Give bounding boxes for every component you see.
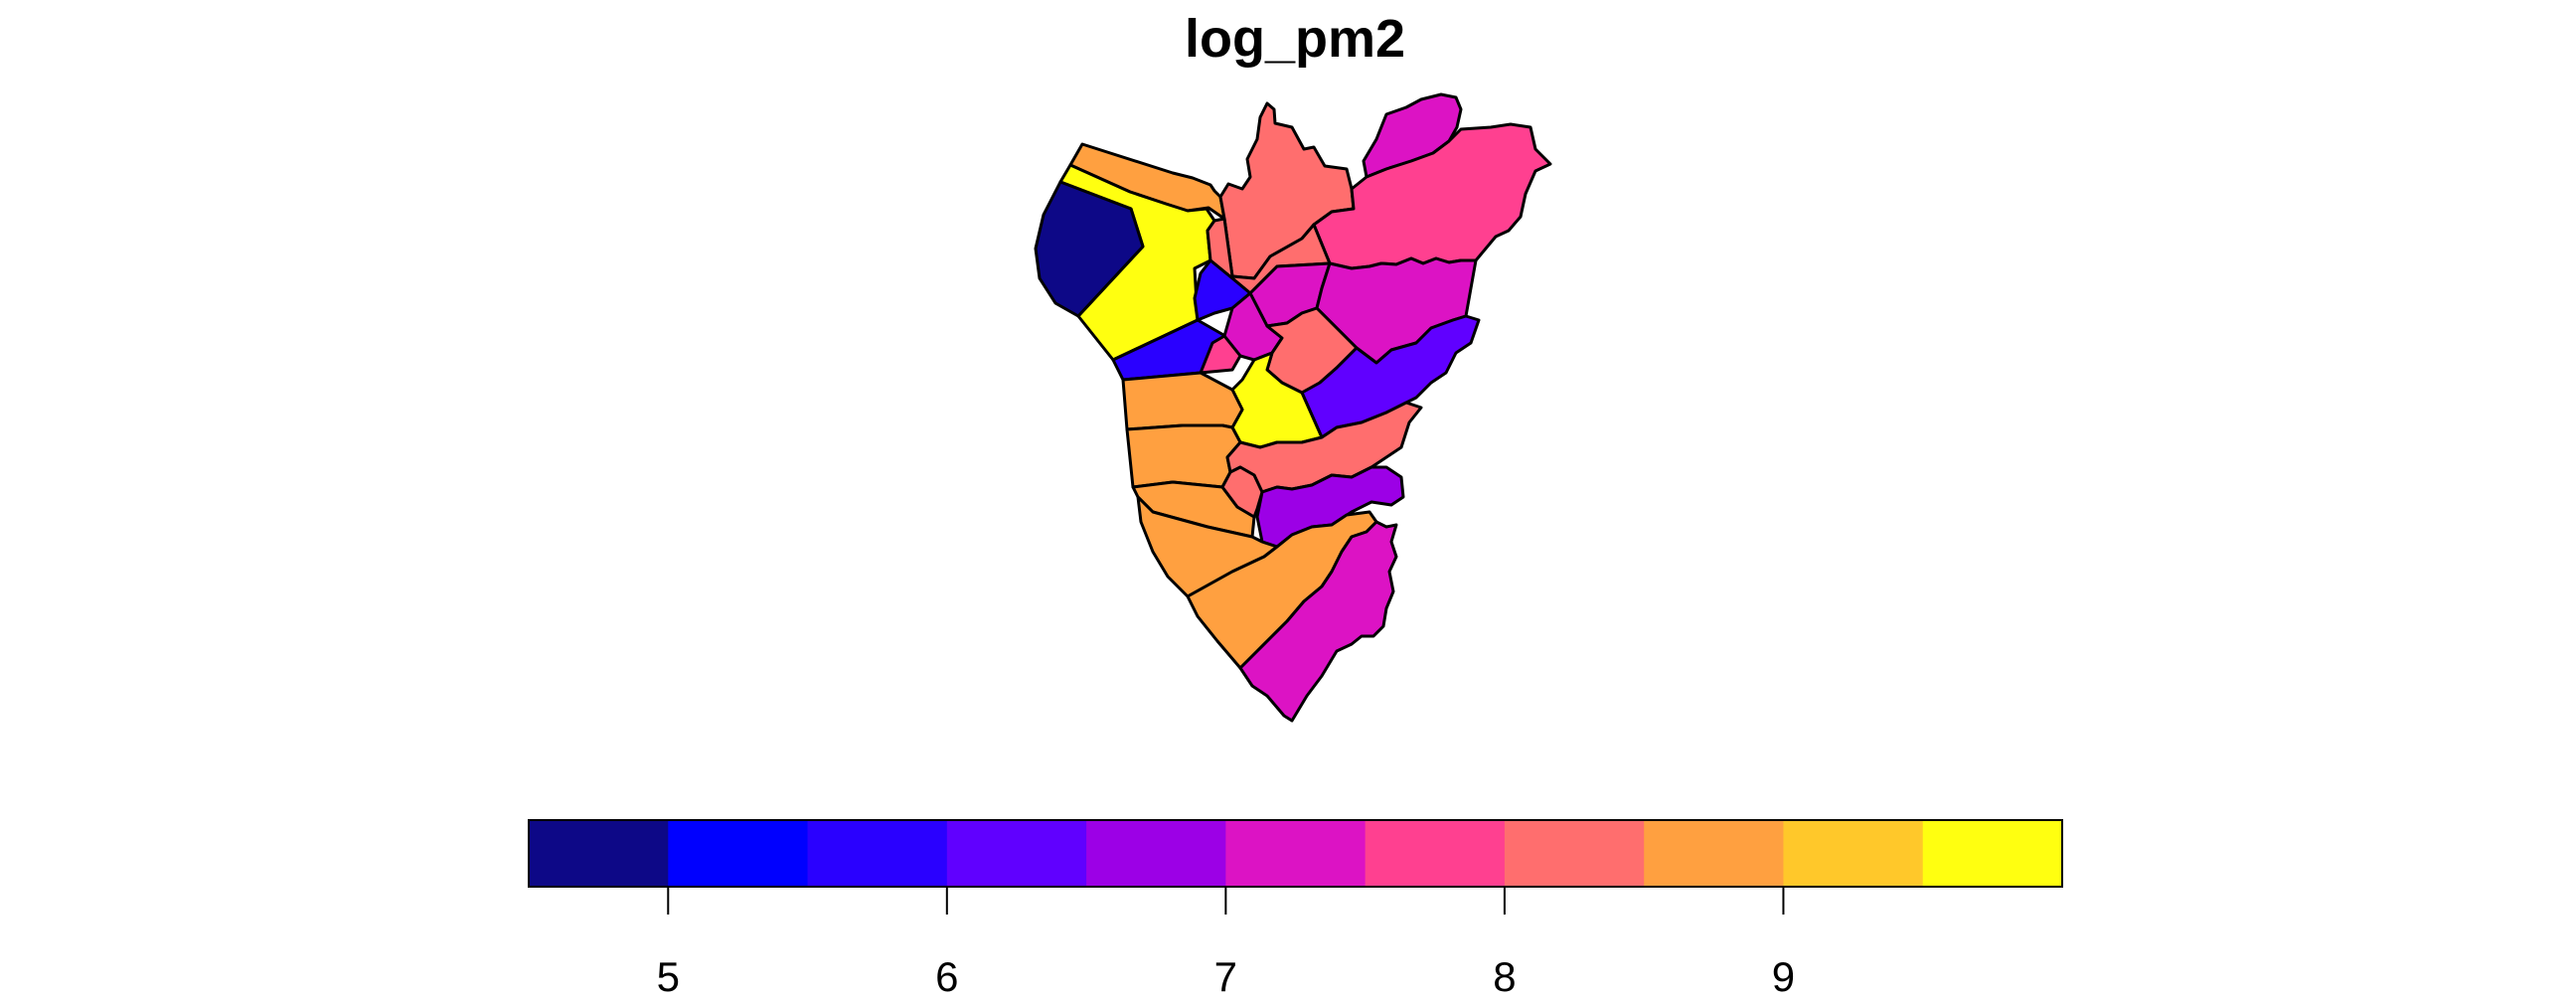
- legend-tick-label-2: 7: [1214, 953, 1237, 1000]
- region-se-magenta: [1238, 520, 1398, 723]
- legend-bins: [529, 820, 2063, 887]
- legend-tick-label-0: 5: [657, 953, 680, 1000]
- legend-bin-9: [1783, 820, 1924, 887]
- choropleth-map: [1034, 92, 1552, 723]
- legend-ticks: 5 6 7 8 9: [657, 887, 1795, 1000]
- region-c-pink-small: [1199, 334, 1242, 375]
- legend-bin-4: [1086, 820, 1226, 887]
- legend-bin-0: [529, 820, 669, 887]
- legend-bin-10: [1922, 820, 2063, 887]
- legend-frame: [528, 819, 2063, 888]
- legend-bin-1: [668, 820, 809, 887]
- legend-bin-8: [1644, 820, 1785, 887]
- color-legend: 5 6 7 8 9: [528, 819, 2063, 1000]
- legend-bin-5: [1225, 820, 1367, 887]
- region-sw-orange-1: [1121, 371, 1244, 431]
- legend-bin-2: [807, 820, 948, 887]
- region-sw-orange-2: [1125, 423, 1242, 489]
- legend-bin-6: [1365, 820, 1506, 887]
- legend-bin-7: [1504, 820, 1645, 887]
- map-title: log_pm2: [1185, 9, 1405, 69]
- legend-tick-label-1: 6: [935, 953, 958, 1000]
- region-nw-darkblue: [1034, 180, 1145, 318]
- legend-tick-label-3: 8: [1493, 953, 1516, 1000]
- legend-tick-label-4: 9: [1772, 953, 1795, 1000]
- legend-bin-3: [946, 820, 1087, 887]
